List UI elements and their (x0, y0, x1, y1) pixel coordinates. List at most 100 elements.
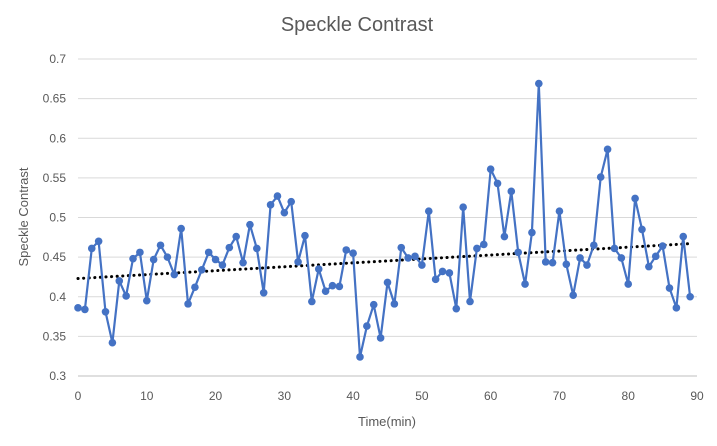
data-point (335, 282, 344, 291)
data-point (493, 179, 502, 188)
data-point (658, 242, 667, 250)
y-axis-label: Speckle Contrast (16, 167, 31, 266)
data-point (287, 197, 296, 206)
data-point (369, 300, 378, 309)
data-point (184, 300, 192, 308)
data-point (466, 297, 474, 306)
y-tick-label: 0.55 (43, 171, 67, 185)
data-point (665, 284, 674, 292)
data-point (301, 231, 309, 240)
data-point (170, 270, 179, 279)
data-point (122, 292, 130, 300)
gridlines (78, 58, 697, 337)
x-tick-label: 70 (553, 389, 567, 403)
data-point (314, 265, 323, 273)
data-point (631, 194, 639, 203)
data-point (198, 266, 206, 274)
data-point (383, 278, 392, 287)
data-point (321, 287, 330, 296)
data-point (555, 207, 564, 215)
y-tick-label: 0.65 (43, 92, 67, 106)
data-point (411, 252, 419, 261)
x-tick-label: 20 (209, 389, 223, 403)
data-point (528, 228, 536, 237)
data-point (651, 252, 660, 261)
data-point (617, 254, 626, 262)
data-point (163, 253, 172, 261)
data-point (479, 240, 488, 249)
data-point (569, 291, 577, 299)
data-point (686, 292, 694, 301)
data-point (211, 255, 220, 264)
data-point (349, 249, 357, 257)
data-point (514, 248, 522, 257)
data-point (672, 304, 681, 312)
data-point (280, 208, 289, 217)
data-point (541, 258, 550, 266)
data-point (390, 300, 399, 308)
y-tick-label: 0.7 (49, 52, 66, 66)
data-point (583, 261, 591, 269)
series-line (77, 82, 692, 359)
data-point (590, 241, 598, 250)
data-point (149, 255, 158, 264)
data-point (679, 232, 688, 241)
data-point (424, 207, 433, 215)
data-point (576, 254, 584, 262)
data-point (452, 304, 461, 313)
data-point (342, 246, 351, 254)
y-tick-label: 0.35 (43, 329, 67, 343)
data-point (108, 338, 117, 347)
data-point (328, 281, 337, 290)
data-point (101, 308, 110, 316)
data-point (418, 261, 426, 269)
data-point (562, 260, 571, 269)
data-point (74, 304, 82, 312)
data-point (142, 296, 151, 305)
data-point (500, 232, 509, 241)
data-point (610, 244, 619, 253)
data-point (294, 258, 302, 266)
x-tick-label: 30 (278, 389, 292, 403)
data-point (191, 283, 199, 292)
data-point (596, 173, 605, 181)
data-point (246, 220, 254, 229)
data-point (225, 243, 234, 252)
data-point (645, 262, 653, 271)
y-tick-label: 0.45 (43, 250, 67, 264)
data-point (356, 353, 364, 361)
data-point (638, 225, 646, 234)
x-tick-label: 0 (75, 389, 82, 403)
data-point (177, 224, 185, 233)
data-point (156, 241, 165, 250)
data-point (363, 322, 371, 330)
data-point (535, 79, 543, 88)
series-1 (74, 79, 694, 361)
data-point (87, 244, 96, 253)
data-point (259, 288, 268, 297)
data-point (624, 280, 633, 288)
data-point (404, 254, 412, 262)
data-point (94, 237, 103, 246)
data-point (445, 269, 454, 277)
data-point (521, 280, 529, 288)
x-tick-label: 40 (346, 389, 360, 403)
data-point (308, 297, 316, 306)
data-point (431, 275, 440, 284)
data-point (507, 187, 516, 196)
data-point (204, 248, 213, 257)
data-point (218, 261, 227, 269)
data-point (603, 145, 612, 154)
y-tick-label: 0.3 (49, 369, 66, 383)
data-point (129, 254, 137, 263)
data-point (486, 165, 495, 173)
data-point (81, 305, 89, 314)
chart-title: Speckle Contrast (281, 14, 434, 36)
x-axis-ticks: 0 10 20 30 40 50 60 70 80 90 (75, 389, 704, 403)
x-tick-label: 50 (415, 389, 429, 403)
x-tick-label: 80 (622, 389, 636, 403)
y-axis-ticks: 0.3 0.35 0.4 0.45 0.5 0.55 0.6 0.65 0.7 (43, 52, 67, 383)
x-tick-label: 10 (140, 389, 154, 403)
data-point (136, 248, 144, 257)
